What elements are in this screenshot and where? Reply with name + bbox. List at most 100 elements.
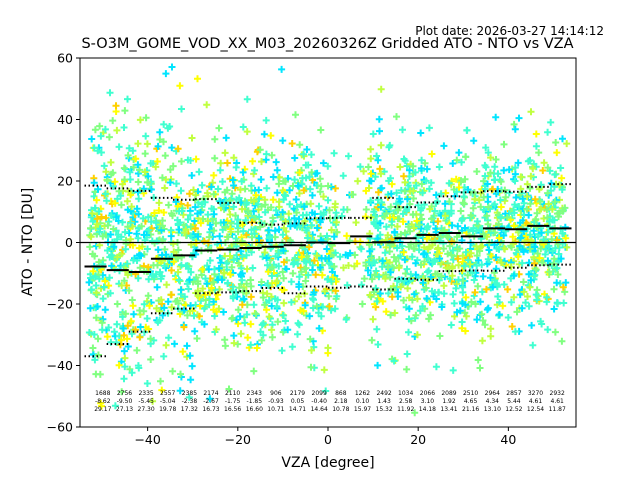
data-point xyxy=(194,75,201,83)
data-point xyxy=(420,201,428,209)
data-point xyxy=(370,288,378,296)
data-point xyxy=(364,163,372,171)
data-point xyxy=(96,225,104,233)
data-point xyxy=(430,292,438,300)
data-point xyxy=(377,85,385,93)
data-point xyxy=(88,286,96,293)
data-point xyxy=(132,155,140,163)
data-point xyxy=(383,209,390,217)
data-point xyxy=(202,275,209,283)
data-point xyxy=(207,183,215,191)
x-tick-label: 20 xyxy=(410,432,426,447)
data-point xyxy=(215,272,223,280)
data-point xyxy=(121,107,129,115)
data-point xyxy=(135,244,143,252)
data-point xyxy=(550,216,558,224)
data-point xyxy=(372,267,380,275)
data-point xyxy=(278,347,286,355)
data-point xyxy=(523,205,531,213)
data-point xyxy=(514,253,522,261)
data-point xyxy=(376,231,384,239)
data-point xyxy=(473,217,481,225)
data-point xyxy=(136,116,144,124)
data-point xyxy=(233,220,241,228)
stat-count-label: 3270 xyxy=(528,390,543,397)
data-point xyxy=(374,361,382,369)
stat-count-label: 2756 xyxy=(117,390,132,397)
data-point xyxy=(399,218,407,226)
data-point xyxy=(212,325,220,333)
data-point xyxy=(168,144,176,152)
data-point xyxy=(87,233,95,241)
stat-std-label: 27.13 xyxy=(116,406,133,413)
data-point xyxy=(123,335,131,343)
data-point xyxy=(562,234,570,242)
data-point xyxy=(484,180,491,188)
data-point xyxy=(191,327,199,335)
data-point xyxy=(525,211,533,219)
data-point xyxy=(490,176,498,184)
data-point xyxy=(532,130,540,138)
data-point xyxy=(491,200,499,208)
data-point xyxy=(470,276,478,284)
stat-mean-label: 4.34 xyxy=(486,398,500,405)
stat-count-label: 1034 xyxy=(398,390,413,397)
data-point xyxy=(387,268,395,276)
data-point xyxy=(192,155,200,163)
stat-std-label: 12.52 xyxy=(505,406,522,413)
data-point xyxy=(493,281,501,289)
data-point xyxy=(162,70,170,78)
data-point xyxy=(460,200,468,208)
data-point xyxy=(440,245,448,253)
data-point xyxy=(308,221,316,229)
data-point xyxy=(401,256,409,264)
data-point xyxy=(563,140,571,148)
data-point xyxy=(265,313,273,321)
data-point xyxy=(97,399,105,407)
data-point xyxy=(479,272,487,280)
data-point xyxy=(118,388,126,396)
data-point xyxy=(302,226,310,234)
data-point xyxy=(203,262,211,270)
data-point xyxy=(271,295,279,303)
data-point xyxy=(406,166,413,174)
data-point xyxy=(226,252,234,260)
data-point xyxy=(156,128,164,136)
data-point xyxy=(421,258,428,265)
data-point xyxy=(101,125,109,133)
data-point xyxy=(404,284,412,292)
data-point xyxy=(504,285,512,293)
axes: −40 −20 0 20 40 −60 −40 −20 0 20 40 60 xyxy=(47,51,517,448)
data-point xyxy=(500,166,508,174)
data-point xyxy=(371,173,379,181)
data-point xyxy=(264,268,272,276)
data-point xyxy=(538,229,546,237)
data-point xyxy=(177,370,184,378)
data-point xyxy=(91,356,99,364)
data-point xyxy=(255,234,263,242)
data-point xyxy=(237,330,245,338)
data-point xyxy=(434,217,442,225)
stat-std-label: 16.56 xyxy=(224,406,241,413)
data-point xyxy=(91,126,99,134)
data-point xyxy=(559,207,567,215)
data-point xyxy=(308,266,316,274)
data-point xyxy=(235,259,243,267)
data-point xyxy=(481,321,489,329)
data-point xyxy=(105,133,113,141)
data-point xyxy=(449,366,457,374)
data-point xyxy=(484,255,492,263)
y-tick-label: 0 xyxy=(65,235,73,250)
data-point xyxy=(473,252,481,260)
data-point xyxy=(96,122,104,130)
data-point xyxy=(153,237,161,245)
data-point xyxy=(324,276,331,283)
data-point xyxy=(194,280,202,288)
data-point xyxy=(330,149,338,157)
data-point xyxy=(85,329,93,336)
data-point xyxy=(300,203,308,211)
data-point xyxy=(279,137,287,145)
data-point xyxy=(476,226,484,234)
data-point xyxy=(476,298,484,306)
